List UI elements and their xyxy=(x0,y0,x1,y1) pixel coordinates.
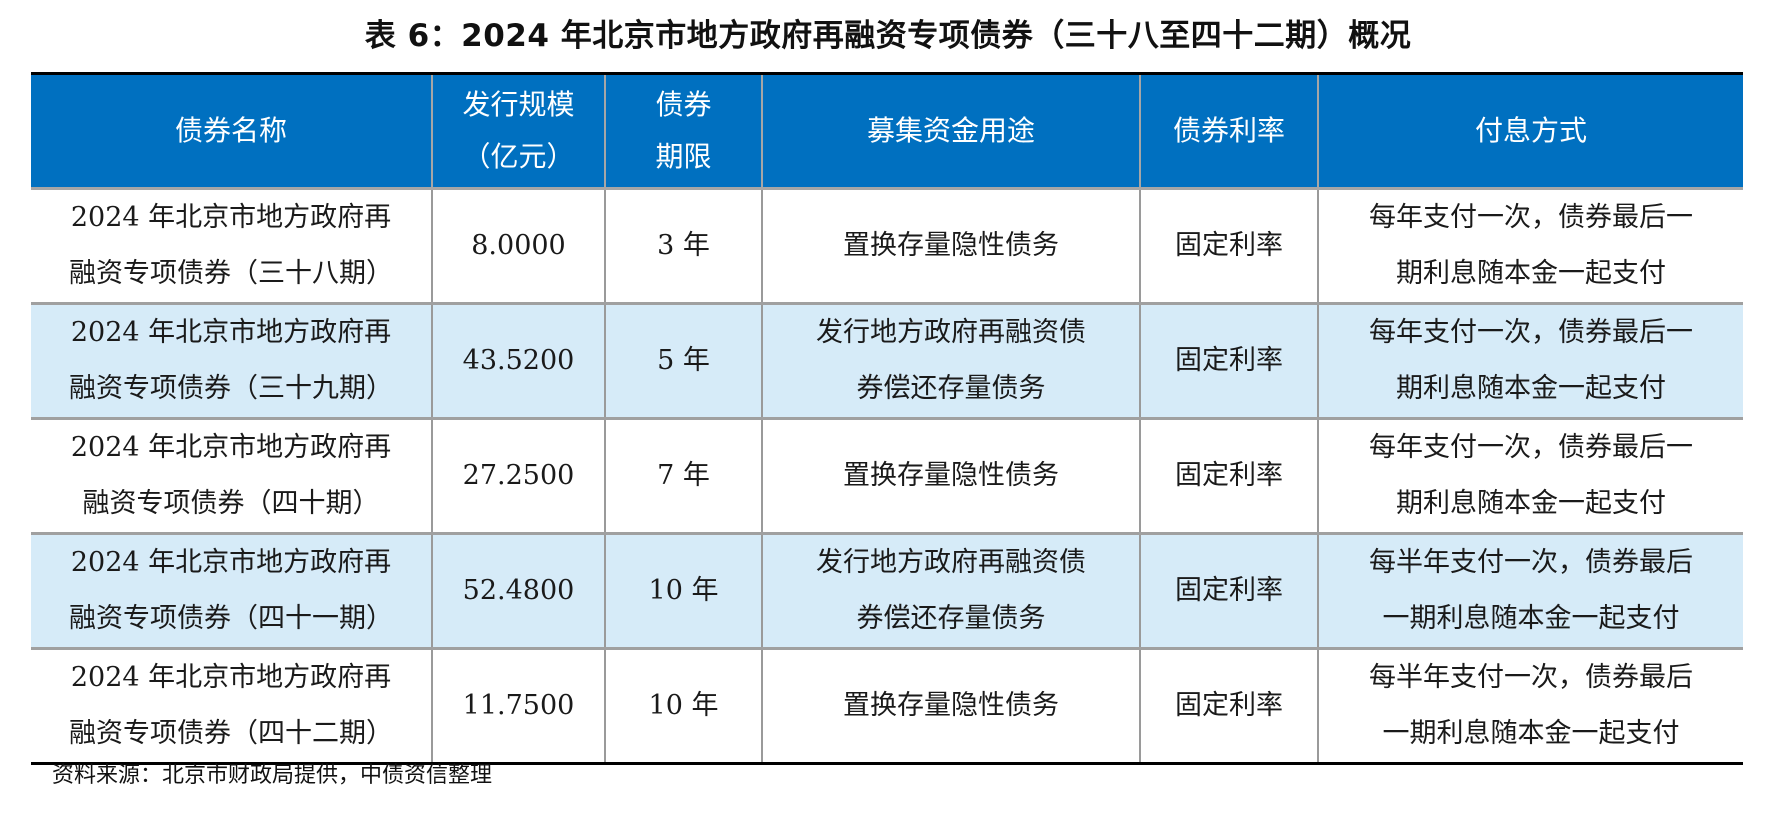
cell-issue-size: 8.0000 xyxy=(431,188,605,304)
header-issue-size: 发行规模 （亿元） xyxy=(431,75,605,190)
cell-fund-use: 置换存量隐性债务 xyxy=(761,647,1140,762)
cell-term: 10 年 xyxy=(604,647,762,762)
cell-fund-use: 发行地方政府再融资债 券偿还存量债务 xyxy=(761,532,1140,649)
cell-interest-payment: 每年支付一次，债券最后一 期利息随本金一起支付 xyxy=(1317,302,1743,419)
top-rule xyxy=(31,72,1743,75)
header-term: 债券 期限 xyxy=(604,75,762,190)
cell-issue-size: 27.2500 xyxy=(431,417,605,534)
cell-fund-use: 发行地方政府再融资债 券偿还存量债务 xyxy=(761,302,1140,419)
header-row: 债券名称 发行规模 （亿元） 债券 期限 募集资金用途 债券利率 付息方式 xyxy=(31,75,1743,190)
cell-bond-name: 2024 年北京市地方政府再 融资专项债券（四十二期） xyxy=(31,647,432,762)
cell-fund-use: 置换存量隐性债务 xyxy=(761,188,1140,304)
header-interest-payment: 付息方式 xyxy=(1317,75,1743,190)
table-title: 表 6：2024 年北京市地方政府再融资专项债券（三十八至四十二期）概况 xyxy=(364,18,1412,54)
table-row: 2024 年北京市地方政府再 融资专项债券（四十二期） 11.7500 10 年 … xyxy=(31,647,1743,762)
source-note: 资料来源：北京市财政局提供，中债资信整理 xyxy=(52,763,493,788)
cell-bond-name: 2024 年北京市地方政府再 融资专项债券（四十一期） xyxy=(31,532,432,649)
cell-fund-use: 置换存量隐性债务 xyxy=(761,417,1140,534)
cell-interest-payment: 每年支付一次，债券最后一 期利息随本金一起支付 xyxy=(1317,417,1743,534)
cell-term: 7 年 xyxy=(604,417,762,534)
cell-rate: 固定利率 xyxy=(1139,647,1318,762)
table-row: 2024 年北京市地方政府再 融资专项债券（三十九期） 43.5200 5 年 发… xyxy=(31,302,1743,419)
cell-bond-name: 2024 年北京市地方政府再 融资专项债券（三十九期） xyxy=(31,302,432,419)
cell-rate: 固定利率 xyxy=(1139,302,1318,419)
cell-bond-name: 2024 年北京市地方政府再 融资专项债券（三十八期） xyxy=(69,202,393,289)
cell-term: 10 年 xyxy=(604,532,762,649)
bond-table: 债券名称 发行规模 （亿元） 债券 期限 募集资金用途 债券利率 付息方式 2024… xyxy=(31,75,1743,762)
bond-table-container: 债券名称 发行规模 （亿元） 债券 期限 募集资金用途 债券利率 付息方式 2024… xyxy=(31,72,1743,765)
cell-issue-size: 43.5200 xyxy=(431,302,605,419)
header-rate: 债券利率 xyxy=(1139,75,1318,190)
cell-term: 3 年 xyxy=(604,188,762,304)
header-fund-use: 募集资金用途 xyxy=(761,75,1140,190)
cell-rate: 固定利率 xyxy=(1139,417,1318,534)
cell-interest-payment: 每半年支付一次，债券最后 一期利息随本金一起支付 xyxy=(1317,647,1743,762)
table-row: 2024 年北京市地方政府再 融资专项债券（四十一期） 52.4800 10 年 … xyxy=(31,532,1743,649)
header-bond-name: 债券名称 xyxy=(31,75,432,190)
cell-interest-payment: 每年支付一次，债券最后一 期利息随本金一起支付 xyxy=(1317,188,1743,304)
table-row: 2024 年北京市地方政府再 融资专项债券（四十期） 27.2500 7 年 置换… xyxy=(31,417,1743,534)
bottom-rule xyxy=(31,762,1743,765)
cell-term: 5 年 xyxy=(604,302,762,419)
table-row: 2024 年北京市地方政府再 融资专项债券（三十八期） 8.0000 3 年 置换… xyxy=(31,188,1743,304)
cell-rate: 固定利率 xyxy=(1139,532,1318,649)
cell-issue-size: 11.7500 xyxy=(431,647,605,762)
cell-issue-size: 52.4800 xyxy=(431,532,605,649)
cell-interest-payment: 每半年支付一次，债券最后 一期利息随本金一起支付 xyxy=(1317,532,1743,649)
cell-rate: 固定利率 xyxy=(1139,188,1318,304)
cell-bond-name: 2024 年北京市地方政府再 融资专项债券（四十期） xyxy=(31,417,432,534)
